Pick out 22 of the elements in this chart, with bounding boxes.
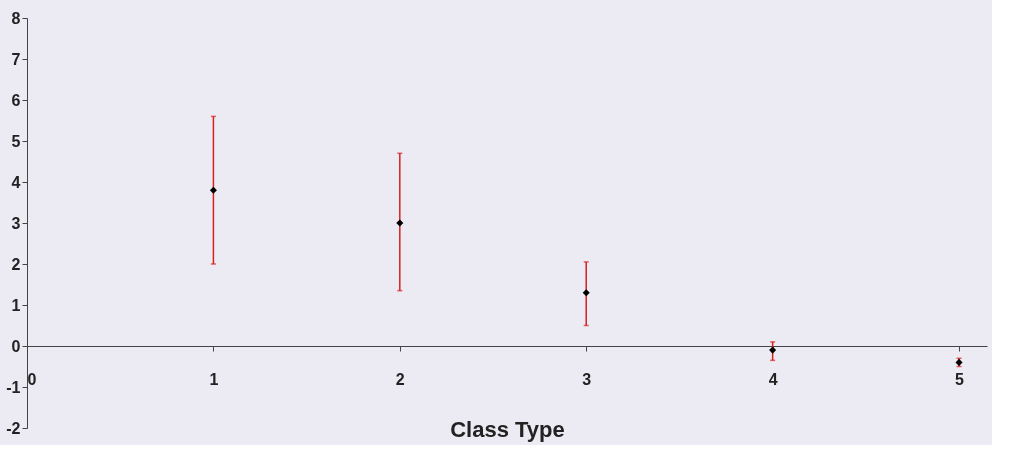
point xyxy=(209,186,217,194)
y-tick-label: 0 xyxy=(11,337,21,355)
x-tick-label: 3 xyxy=(582,370,592,388)
x-tick-label: 5 xyxy=(955,370,965,388)
point xyxy=(582,289,590,297)
x-tick-label: 4 xyxy=(768,370,778,388)
y-tick-label: 8 xyxy=(11,9,21,27)
point xyxy=(396,219,404,227)
x-axis-title: Class Type xyxy=(450,416,565,442)
x-tick-label: 0 xyxy=(27,370,37,388)
y-tick-label: 4 xyxy=(11,173,21,191)
y-tick-label: 7 xyxy=(11,50,21,68)
y-tick-label: 5 xyxy=(11,132,21,150)
x-tick-label: 2 xyxy=(395,370,405,388)
y-tick-label: 6 xyxy=(11,91,21,109)
y-tick-label: -2 xyxy=(6,419,21,437)
point xyxy=(769,346,777,354)
x-tick-label: 1 xyxy=(209,370,219,388)
y-tick-label: 1 xyxy=(11,296,21,314)
y-tick-label: 3 xyxy=(11,214,21,232)
y-tick-label: -1 xyxy=(6,378,21,396)
y-tick-label: 2 xyxy=(11,255,21,273)
